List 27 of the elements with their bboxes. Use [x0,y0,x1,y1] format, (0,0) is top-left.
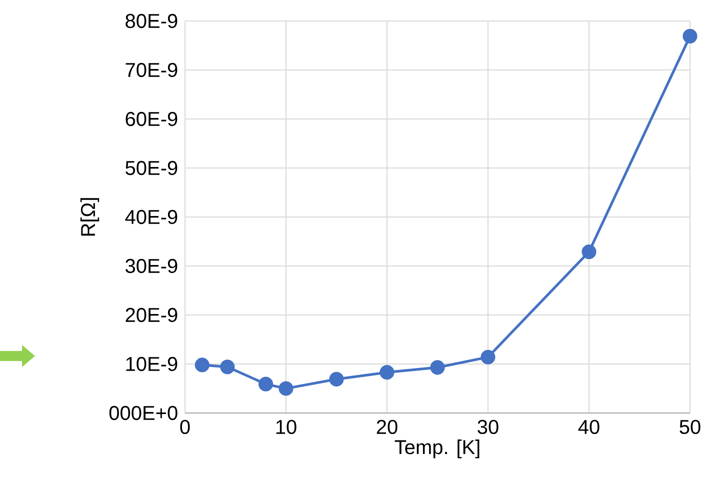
y-tick-label: 000E+0 [109,406,178,420]
y-tick-label: 70E-9 [126,62,178,78]
point [278,381,294,396]
x-tick-label: 0 [180,420,190,434]
point [480,350,496,364]
y-tick-label: 80E-9 [126,14,178,28]
y-axis-title: R[Ω] [80,198,100,236]
y-tick-label: 20E-9 [126,308,178,322]
point [582,244,596,260]
x-tick-label: 10 [276,420,296,434]
y-tick-label: 30E-9 [126,258,178,274]
point [380,365,394,380]
x-axis-title: Temp. [K] [394,440,480,458]
point [258,376,274,392]
y-tick-label: 10E-9 [126,356,178,372]
x-tick-label: 40 [578,420,600,434]
x-tick-label: 20 [376,420,398,434]
point [220,360,235,374]
x-tick-label: 30 [478,420,498,434]
y-tick-label: 50E-9 [126,160,178,176]
point [430,360,445,375]
y-tick-label: 60E-9 [126,112,178,126]
point [329,372,344,386]
point [194,358,210,372]
x-tick-label: 50 [680,420,700,434]
y-tick-label: 40E-9 [125,210,178,224]
point [682,28,698,44]
